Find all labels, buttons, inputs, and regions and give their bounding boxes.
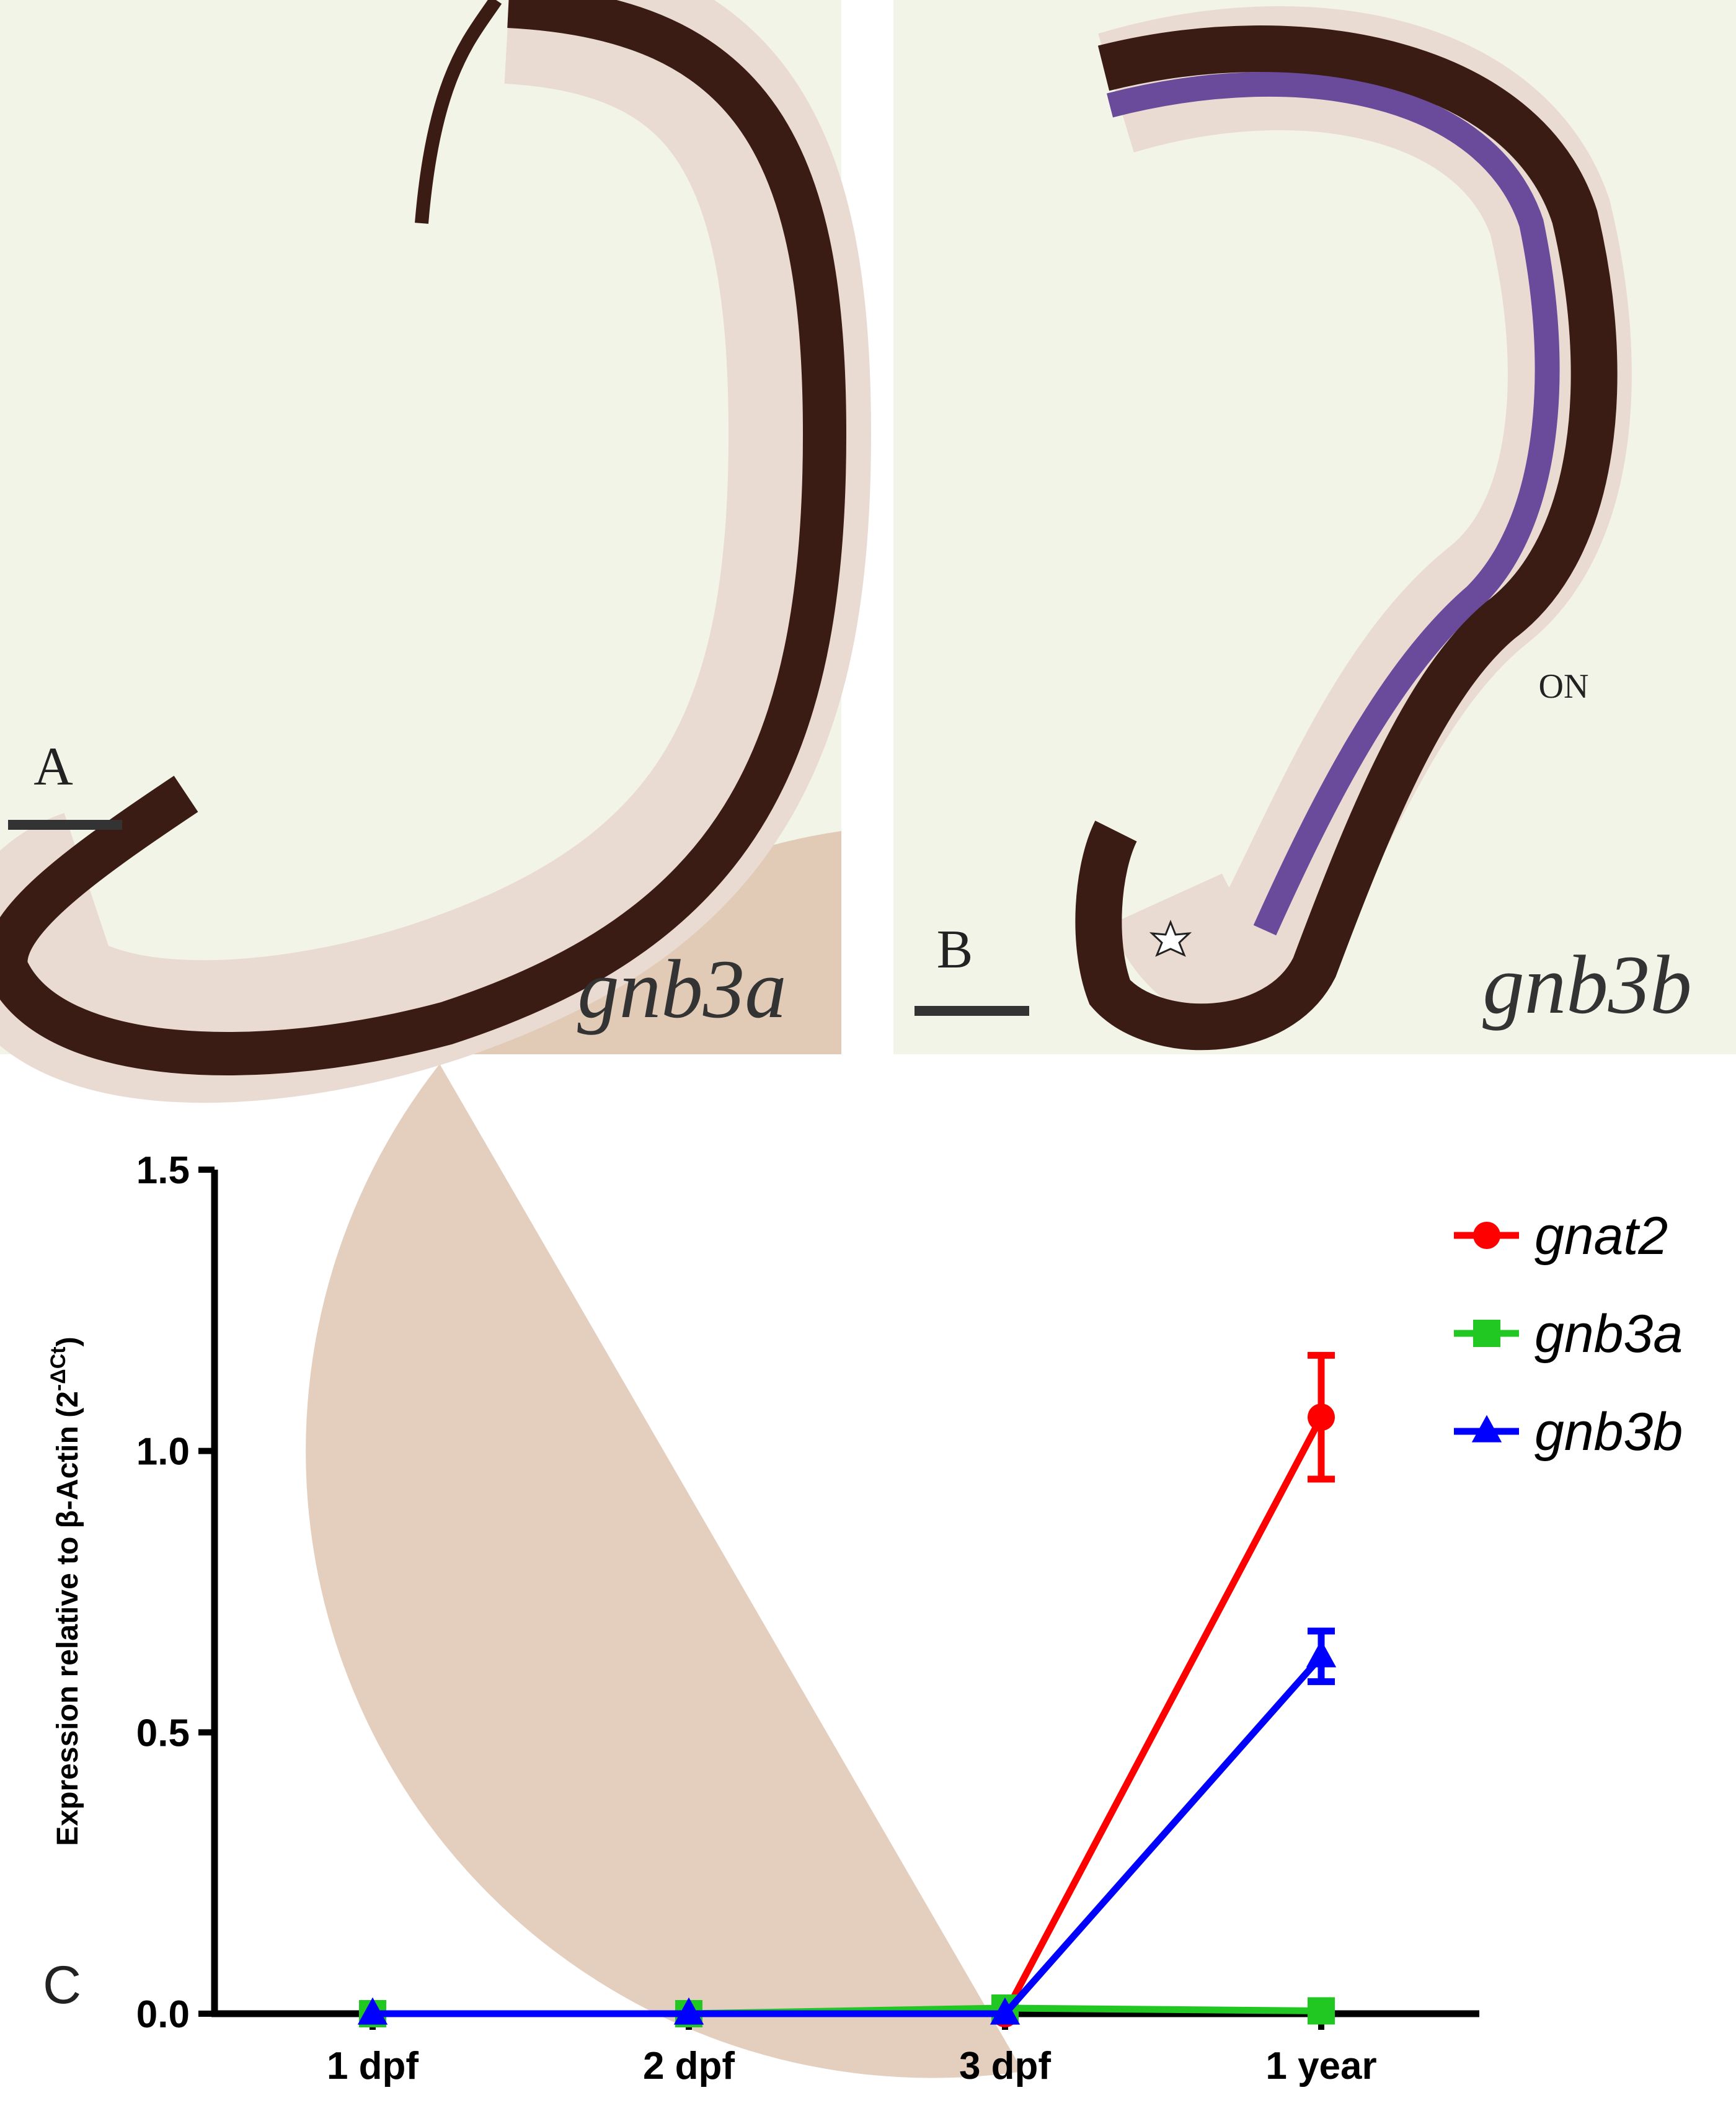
marker xyxy=(1308,1403,1335,1431)
annotation: ON xyxy=(1539,667,1589,706)
panel-label: B xyxy=(937,920,973,980)
y-tick-label: 1.5 xyxy=(136,1149,190,1192)
y-axis-label: Expression relative to β-Actin (2-ΔCt) xyxy=(46,1336,84,1846)
marker xyxy=(357,1997,388,2025)
gene-label: gnb3a xyxy=(577,943,787,1036)
x-tick-label: 1 dpf xyxy=(327,2045,418,2087)
marker xyxy=(990,1997,1021,2025)
y-tick-label: 0.5 xyxy=(136,1712,190,1754)
x-tick-label: 1 year xyxy=(1265,2045,1376,2087)
micrograph-b: B gnb3b ON xyxy=(893,0,1736,1054)
y-label-text: ) xyxy=(51,1336,84,1346)
y-tick-label: 0.0 xyxy=(136,1993,190,2036)
marker xyxy=(1473,1320,1500,1347)
y-tick-label: 1.0 xyxy=(136,1431,190,1474)
micrograph-a: A gnb3a xyxy=(0,0,1023,2078)
gene-label: gnb3b xyxy=(1482,939,1692,1031)
marker xyxy=(1471,1415,1502,1443)
y-label-text: Expression relative to β-Actin (2 xyxy=(51,1391,84,1846)
series-line xyxy=(373,1654,1324,2017)
panel-label: A xyxy=(33,737,73,797)
legend-label: gnb3a xyxy=(1534,1304,1683,1364)
panel-label: C xyxy=(43,1955,81,2015)
y-label-superscript: -ΔCt xyxy=(46,1346,70,1391)
marker xyxy=(1308,1997,1335,2025)
marker xyxy=(673,1997,704,2025)
legend-label: gnat2 xyxy=(1534,1206,1668,1266)
legend-label: gnb3b xyxy=(1534,1402,1683,1462)
marker xyxy=(1306,1640,1337,1668)
marker xyxy=(1473,1222,1500,1249)
x-tick-label: 2 dpf xyxy=(643,2045,735,2087)
x-tick-label: 3 dpf xyxy=(959,2045,1051,2087)
